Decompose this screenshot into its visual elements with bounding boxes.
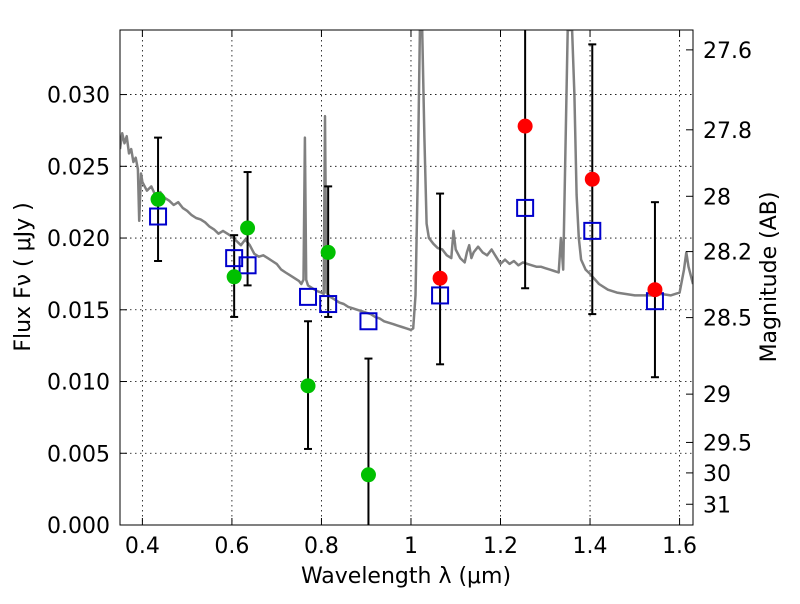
right-tick-label: 28.5	[703, 307, 752, 332]
model-photometry-square	[431, 286, 450, 305]
model-photometry-square	[238, 256, 257, 275]
y-tick-label: 0.020	[47, 227, 110, 252]
x-tick-label: 1.4	[573, 534, 608, 559]
right-tick-label: 31	[703, 493, 731, 518]
red-observed-point	[584, 171, 600, 187]
x-tick-label: 1.2	[483, 534, 518, 559]
x-axis-label: Wavelength λ (μm)	[301, 564, 511, 589]
y-axis-ticks: 0.000 0.005 0.010 0.015 0.020 0.025 0.030	[47, 84, 127, 539]
grid-lines	[120, 30, 693, 526]
y-tick-label: 0.025	[47, 155, 110, 180]
model-photometry-square	[516, 198, 535, 217]
plot-frame	[119, 29, 694, 526]
model-photometry-square	[319, 295, 338, 314]
red-observed-point	[432, 270, 448, 286]
right-axis-label: Magnitude (AB)	[757, 192, 782, 363]
model-photometry-square	[359, 312, 378, 331]
right-tick-label: 28	[703, 185, 731, 210]
green-observed-point	[360, 467, 376, 483]
green-observed-point	[226, 269, 242, 285]
x-tick-label: 0.8	[304, 534, 339, 559]
right-tick-label: 29	[703, 383, 731, 408]
right-tick-label: 30	[703, 462, 731, 487]
marker-layer	[149, 118, 664, 483]
x-tick-label: 1	[404, 534, 418, 559]
x-tick-label: 1.6	[662, 534, 697, 559]
right-tick-label: 28.2	[703, 241, 752, 266]
model-spectrum-layer	[120, 30, 693, 332]
green-observed-point	[320, 244, 336, 260]
y-tick-label: 0.015	[47, 299, 110, 324]
x-tick-label: 0.6	[214, 534, 249, 559]
right-axis-ticks: 27.6 27.8 28 28.2 28.5 29 29.5 30 31	[686, 39, 752, 518]
right-tick-label: 27.6	[703, 39, 752, 64]
red-observed-point	[647, 282, 663, 298]
right-tick-label: 29.5	[703, 431, 752, 456]
green-observed-point	[300, 378, 316, 394]
y-tick-label: 0.010	[47, 371, 110, 396]
model-photometry-square	[583, 221, 602, 240]
x-tick-label: 0.4	[125, 534, 160, 559]
y-tick-label: 0.005	[47, 442, 110, 467]
green-observed-point	[150, 191, 166, 207]
model-photometry-square	[299, 287, 318, 306]
y-tick-label: 0.000	[47, 514, 110, 539]
y-tick-label: 0.030	[47, 84, 110, 109]
model-photometry-square	[149, 207, 168, 226]
x-axis-ticks: 0.4 0.6 0.8 1 1.2 1.4 1.6	[125, 30, 697, 559]
y-axis-label: Flux Fν ( μJy )	[11, 202, 36, 351]
right-tick-label: 27.8	[703, 119, 752, 144]
red-observed-point	[517, 118, 533, 134]
green-observed-point	[240, 220, 256, 236]
model-spectrum-line	[120, 30, 693, 332]
